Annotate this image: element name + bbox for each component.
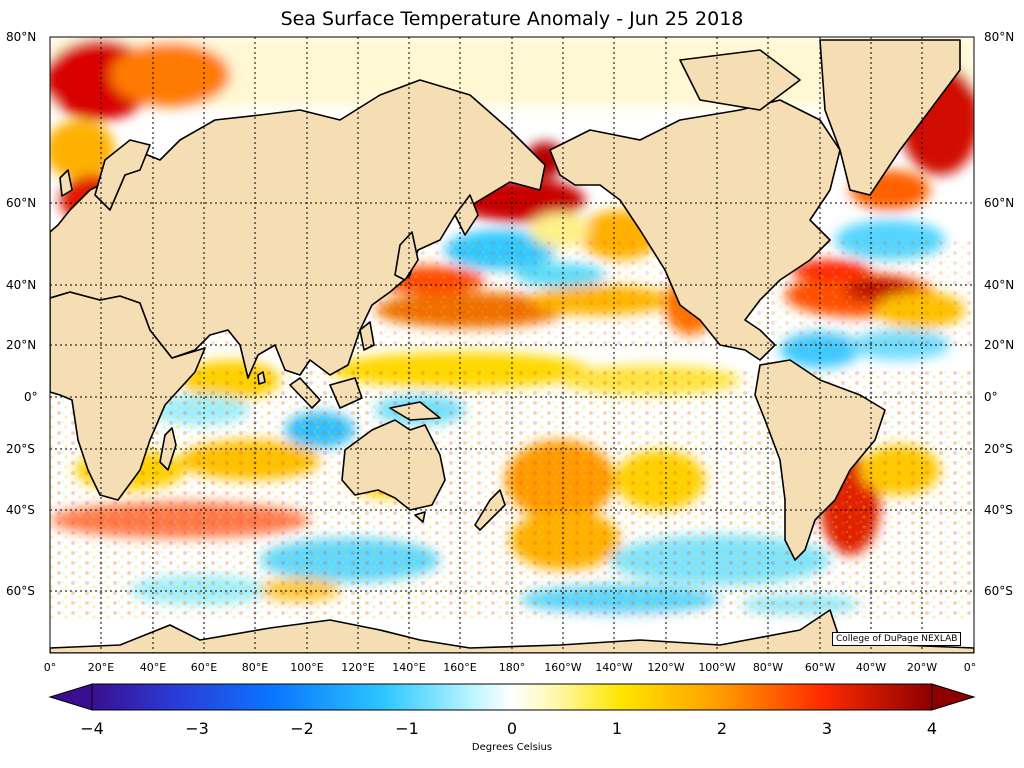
japan <box>394 231 419 281</box>
lon-label: 120°W <box>647 661 685 674</box>
lon-label: 160°W <box>544 661 582 674</box>
kamchatka <box>454 194 479 236</box>
lat-label-right: 80°N <box>984 30 1015 44</box>
lat-label-left: 80°N <box>6 30 37 44</box>
colorbar-min-extend <box>48 683 93 711</box>
colorbar-tick: −2 <box>290 719 314 738</box>
colorbar-label: Degrees Celsius <box>471 742 553 753</box>
lon-label: 20°E <box>87 661 115 674</box>
lon-label: 0° <box>963 661 977 674</box>
lat-label-right: 40°N <box>984 278 1015 292</box>
lon-label: 100°E <box>290 661 324 674</box>
colorbar-tick: −3 <box>185 719 209 738</box>
lon-label: 20°W <box>906 661 938 674</box>
south-america <box>754 359 886 561</box>
sumatra <box>289 377 321 409</box>
lat-label-right: 40°S <box>984 503 1013 517</box>
lon-label: 120°E <box>341 661 375 674</box>
lat-label-right: 20°N <box>984 338 1015 352</box>
colorbar-max-extend <box>931 683 976 711</box>
colorbar-tick: −4 <box>80 719 104 738</box>
colorbar <box>48 683 976 711</box>
arctic-islands <box>679 49 801 111</box>
lon-label: 60°E <box>190 661 218 674</box>
colorbar-tick: 3 <box>821 719 833 738</box>
colorbar-tick: 1 <box>611 719 623 738</box>
borneo <box>329 377 363 409</box>
lon-label: 40°E <box>139 661 167 674</box>
lat-label-left: 20°S <box>6 442 35 456</box>
lon-label: 160°E <box>443 661 477 674</box>
lat-label-right: 0° <box>984 390 998 404</box>
land-masses <box>50 39 974 653</box>
map-frame <box>49 36 975 654</box>
lon-label: 180° <box>498 661 526 674</box>
map-title: Sea Surface Temperature Anomaly - Jun 25… <box>280 8 744 30</box>
colorbar-tick: 0 <box>506 719 518 738</box>
lon-label: 80°E <box>241 661 269 674</box>
madagascar <box>159 427 177 471</box>
scandinavia <box>94 139 151 211</box>
lon-label: 60°W <box>804 661 836 674</box>
lat-label-left: 40°S <box>6 503 35 517</box>
australia <box>341 419 446 511</box>
new-guinea <box>389 401 441 421</box>
lon-label: 80°W <box>752 661 784 674</box>
lat-label-left: 60°S <box>6 584 35 598</box>
uk <box>59 169 73 197</box>
colorbar-tick: 2 <box>716 719 728 738</box>
lat-label-left: 20°N <box>6 338 37 352</box>
colorbar-gradient <box>91 683 933 711</box>
lon-label: 140°E <box>392 661 426 674</box>
lon-label: 40°W <box>855 661 887 674</box>
sri-lanka <box>257 371 266 385</box>
lat-label-right: 60°N <box>984 196 1015 210</box>
lon-label: 140°W <box>595 661 633 674</box>
colorbar-tick: 4 <box>926 719 938 738</box>
lon-label: 0° <box>43 661 57 674</box>
sst-anomaly-map <box>49 36 975 654</box>
graticule <box>50 37 974 653</box>
lat-label-left: 0° <box>24 390 38 404</box>
lat-label-left: 40°N <box>6 278 37 292</box>
lat-label-right: 60°S <box>984 584 1013 598</box>
credit-box: College of DuPage NEXLAB <box>832 632 962 646</box>
philippines <box>359 321 375 351</box>
greenland <box>819 39 961 196</box>
tasmania <box>414 511 426 523</box>
lat-label-left: 60°N <box>6 196 37 210</box>
colorbar-tick: −1 <box>395 719 419 738</box>
lat-label-right: 20°S <box>984 442 1013 456</box>
lon-label: 100°W <box>698 661 736 674</box>
